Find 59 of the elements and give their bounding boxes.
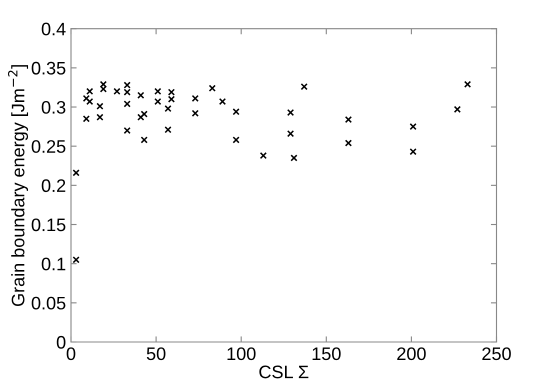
- point: [218, 98, 226, 106]
- point: [300, 83, 308, 90]
- point: [154, 98, 162, 106]
- point: [192, 110, 199, 117]
- point: [140, 136, 148, 144]
- point: [72, 169, 80, 176]
- point: [410, 123, 417, 130]
- y-tick-label: 0.05: [32, 296, 66, 310]
- point: [410, 148, 417, 156]
- point: [96, 114, 104, 121]
- point: [464, 80, 472, 88]
- point: [232, 136, 240, 144]
- point: [154, 88, 162, 95]
- point: [208, 84, 216, 92]
- point: [86, 88, 94, 95]
- point: [164, 126, 172, 134]
- y-tick-label: 0.4: [42, 22, 66, 36]
- y-tick-label: 0: [56, 336, 66, 349]
- point: [72, 256, 80, 264]
- y-tick-label: 0.35: [32, 62, 66, 75]
- point: [454, 106, 461, 113]
- point: [287, 130, 294, 138]
- x-tick-label: 0: [66, 347, 76, 360]
- x-tick-label: 100: [228, 347, 256, 360]
- point: [344, 140, 352, 147]
- y-axis-title: Grain boundary energy [Jm$^{−2}$]: [8, 65, 28, 306]
- point: [113, 88, 120, 95]
- point: [124, 82, 131, 89]
- y-tick-label: 0.2: [42, 179, 66, 192]
- point: [82, 94, 90, 102]
- y-tick-label: 0.25: [32, 140, 66, 153]
- point: [100, 80, 107, 88]
- point: [100, 85, 107, 93]
- point: [124, 126, 131, 134]
- point: [344, 116, 352, 124]
- point: [290, 154, 298, 162]
- x-tick-label: 250: [482, 347, 511, 360]
- point: [137, 114, 144, 121]
- point: [260, 152, 267, 160]
- point: [82, 115, 90, 122]
- point: [124, 88, 131, 96]
- point: [287, 108, 294, 116]
- point: [164, 105, 172, 112]
- y-tick-label: 0.1: [42, 258, 66, 270]
- point: [124, 100, 131, 108]
- x-tick-label: 200: [397, 347, 426, 360]
- x-tick-label: 50: [146, 347, 166, 360]
- point: [137, 92, 144, 99]
- point: [140, 110, 148, 118]
- point: [232, 108, 240, 116]
- x-tick-label: 150: [312, 347, 341, 360]
- point: [168, 96, 175, 103]
- y-tick-label: 0.15: [32, 218, 66, 232]
- point: [86, 98, 94, 106]
- x-axis-title: CSL Σ: [259, 366, 308, 378]
- y-tick-label: 0.3: [42, 100, 66, 114]
- point: [192, 94, 199, 102]
- point: [168, 88, 175, 96]
- point: [96, 102, 104, 110]
